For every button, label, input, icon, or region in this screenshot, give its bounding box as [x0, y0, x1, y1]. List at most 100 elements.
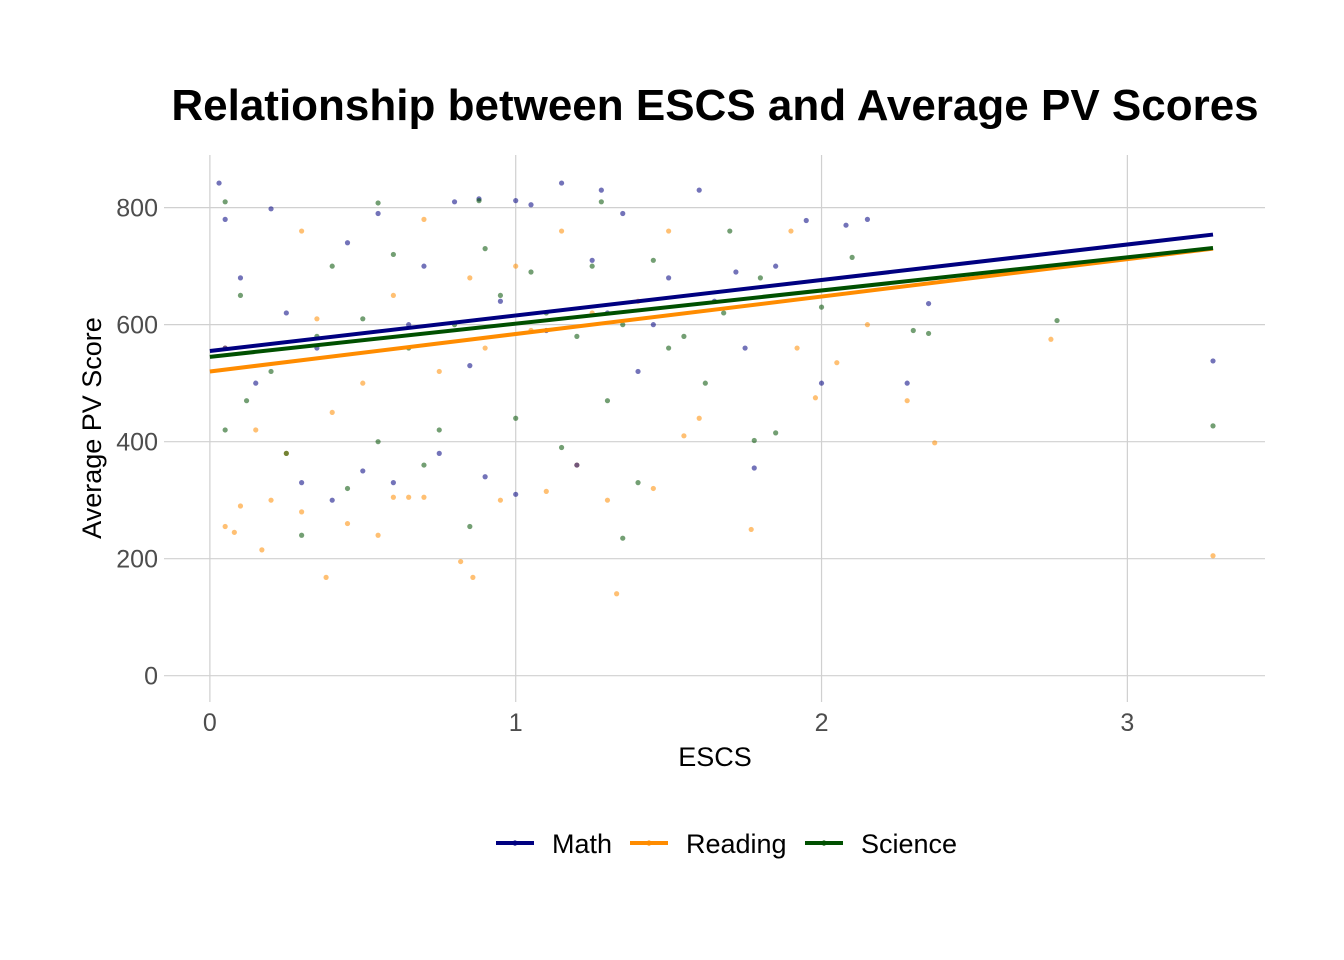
data-point-science [299, 532, 305, 538]
data-point-science [375, 200, 381, 206]
data-point-math [216, 180, 222, 186]
data-point-math [803, 217, 809, 224]
data-point-math [733, 269, 739, 275]
y-tick-label: 200 [116, 546, 158, 574]
data-point-science [604, 398, 611, 404]
data-point-reading [513, 263, 519, 269]
data-point-reading [470, 574, 476, 580]
y-axis-ticks: 0 200 400 600 800 [116, 195, 158, 691]
data-point-science [329, 263, 335, 269]
data-point-math [864, 216, 871, 222]
data-point-reading [1210, 553, 1216, 559]
data-point-science [620, 322, 626, 328]
data-point-reading [467, 275, 473, 281]
data-point-science [727, 228, 733, 234]
data-point-science [620, 535, 626, 541]
data-point-reading [406, 494, 412, 500]
data-point-math [497, 298, 504, 304]
data-point-reading [259, 547, 265, 553]
data-point-science [421, 462, 427, 468]
x-tick-label: 3 [1120, 709, 1134, 737]
data-point-reading [748, 526, 754, 533]
y-tick-label: 400 [116, 429, 158, 457]
data-point-science [467, 523, 473, 530]
data-point-math [904, 380, 910, 386]
data-point-math [925, 300, 932, 307]
data-point-math [329, 497, 335, 503]
data-point-science [390, 251, 396, 258]
data-point-reading [482, 345, 488, 351]
data-point-reading [421, 494, 427, 500]
data-point-science [283, 450, 289, 456]
data-point-science [773, 430, 779, 436]
data-point-science [497, 292, 504, 299]
data-point-math [421, 263, 427, 269]
data-point-reading [543, 488, 549, 494]
data-point-math [375, 210, 381, 217]
data-point-science [482, 246, 488, 252]
data-point-math [650, 322, 656, 328]
data-point-math [344, 240, 351, 246]
data-point-science [436, 427, 442, 433]
data-point-reading [1048, 336, 1054, 342]
data-point-reading [299, 509, 305, 515]
data-point-science [375, 439, 381, 445]
data-point-reading [253, 427, 259, 433]
data-point-reading [497, 497, 504, 503]
x-axis-ticks: 0 1 2 3 [203, 709, 1134, 737]
data-point-reading [794, 345, 800, 351]
legend-key-point [646, 840, 652, 846]
legend-item-reading: Reading [630, 829, 787, 859]
legend-item-science: Science [805, 829, 957, 859]
data-point-math [299, 480, 305, 486]
data-point-science [476, 198, 482, 204]
data-point-science [268, 368, 274, 375]
y-tick-label: 0 [144, 663, 158, 691]
data-point-reading [812, 395, 819, 401]
data-point-math [666, 275, 672, 281]
chart-title: Relationship between ESCS and Average PV… [171, 81, 1258, 130]
y-axis-title: Average PV Score [77, 317, 107, 539]
trend-lines [209, 232, 1214, 374]
data-point-science [589, 263, 595, 269]
data-point-reading [299, 228, 305, 234]
data-point-science [681, 333, 687, 339]
data-point-math [843, 222, 849, 228]
data-point-science [222, 427, 228, 433]
data-point-math [635, 368, 641, 375]
data-point-math [751, 465, 757, 471]
data-point-science [558, 444, 565, 451]
data-point-reading [834, 360, 840, 366]
data-point-science [574, 333, 580, 339]
data-point-science [1210, 423, 1216, 429]
data-point-reading [558, 228, 565, 234]
data-point-reading [458, 558, 464, 565]
data-point-reading [222, 523, 228, 530]
data-point-math [268, 206, 274, 212]
data-point-reading [237, 503, 244, 509]
data-point-math [513, 491, 519, 497]
data-point-science [222, 199, 228, 205]
data-point-math [558, 180, 565, 186]
data-point-math [589, 257, 595, 263]
trend-line-math [209, 232, 1214, 353]
data-point-science [818, 304, 825, 310]
data-point-math [513, 198, 519, 204]
data-point-math [818, 380, 825, 386]
data-point-reading [344, 520, 351, 527]
data-point-science [925, 330, 932, 337]
data-point-reading [696, 415, 702, 421]
data-point-reading [375, 532, 381, 538]
data-point-reading [421, 216, 427, 222]
data-point-reading [329, 409, 335, 416]
data-point-science [910, 327, 916, 334]
y-tick-label: 600 [116, 312, 158, 340]
data-point-science [757, 275, 763, 281]
legend-key-point [512, 840, 518, 846]
legend-key-point [821, 840, 827, 846]
data-point-reading [390, 292, 396, 299]
data-point-science [598, 199, 604, 205]
data-point-math [222, 216, 228, 222]
data-point-reading [904, 398, 910, 404]
data-point-math [390, 480, 396, 486]
